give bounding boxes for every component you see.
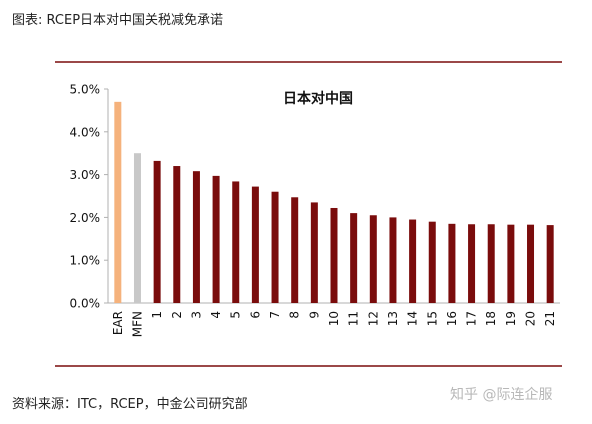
bar-2 xyxy=(173,166,181,303)
y-tick-label: 3.0% xyxy=(70,168,101,182)
y-tick-label: 4.0% xyxy=(70,125,101,139)
x-tick-label: 17 xyxy=(465,311,479,326)
bar-17 xyxy=(468,224,476,303)
x-tick-label: 1 xyxy=(150,311,164,319)
bar-3 xyxy=(192,171,200,303)
bar-13 xyxy=(389,217,397,303)
bar-8 xyxy=(291,197,299,303)
x-tick-label: 11 xyxy=(347,311,361,326)
x-tick-label: 15 xyxy=(425,311,439,326)
x-tick-label: 5 xyxy=(229,311,243,319)
x-tick-label: 18 xyxy=(484,311,498,326)
bar-7 xyxy=(271,191,279,303)
x-tick-label: 3 xyxy=(189,311,203,319)
x-tick-label: MFN xyxy=(130,311,144,337)
bar-12 xyxy=(369,215,377,303)
bar-11 xyxy=(350,213,358,303)
figure-heading: 图表: RCEP日本对中国关税减免承诺 xyxy=(12,13,224,28)
x-tick-label: 14 xyxy=(406,311,420,326)
x-tick-label: 13 xyxy=(386,311,400,326)
bar-9 xyxy=(310,202,318,303)
x-tick-label: 12 xyxy=(366,311,380,326)
watermark: 知乎 @际连企服 xyxy=(450,387,553,403)
x-tick-label: 10 xyxy=(327,311,341,326)
bar-5 xyxy=(232,181,240,303)
chart-title: 日本对中国 xyxy=(283,90,353,107)
bar-18 xyxy=(487,224,495,303)
bar-4 xyxy=(212,175,220,303)
x-tick-label: 8 xyxy=(288,311,302,319)
x-tick-label: 9 xyxy=(307,311,321,319)
x-tick-label: 19 xyxy=(504,311,518,326)
x-tick-label: 6 xyxy=(248,311,262,319)
x-tick-label: EAR xyxy=(111,311,125,335)
bar-21 xyxy=(546,225,554,303)
bar-19 xyxy=(507,224,515,303)
bar-6 xyxy=(251,186,259,303)
bar-20 xyxy=(527,224,535,303)
y-tick-label: 2.0% xyxy=(70,211,101,225)
x-tick-label: 2 xyxy=(170,311,184,319)
bar-1 xyxy=(153,160,161,303)
x-tick-label: 21 xyxy=(543,311,557,326)
bar-14 xyxy=(409,219,417,303)
bar-10 xyxy=(330,207,338,303)
x-tick-label: 16 xyxy=(445,311,459,326)
bar-ear xyxy=(114,101,122,303)
x-tick-label: 7 xyxy=(268,311,282,319)
y-tick-label: 1.0% xyxy=(70,254,101,268)
x-tick-label: 20 xyxy=(524,311,538,326)
x-tick-label: 4 xyxy=(209,311,223,319)
y-tick-label: 0.0% xyxy=(70,297,101,311)
source-note: 资料来源：ITC，RCEP，中金公司研究部 xyxy=(12,397,248,412)
bar-mfn xyxy=(133,153,141,303)
bar-15 xyxy=(428,221,436,303)
y-tick-label: 5.0% xyxy=(70,83,101,97)
bar-16 xyxy=(448,223,456,303)
